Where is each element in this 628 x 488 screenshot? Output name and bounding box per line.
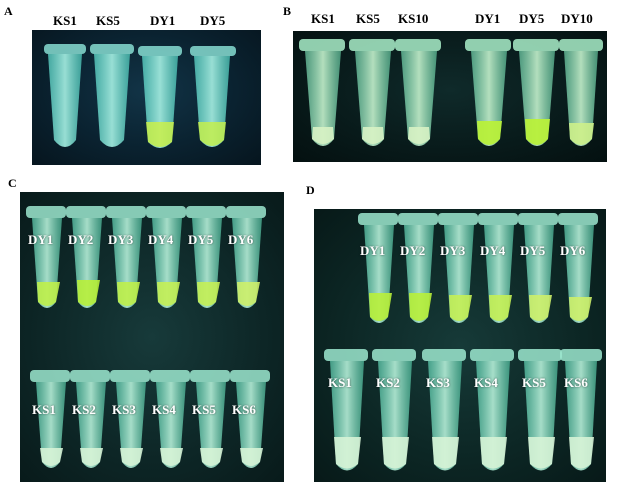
tube-a-1: [90, 44, 134, 147]
tube-d-top-3: [478, 213, 518, 323]
panel-d-top-label-4: DY5: [520, 243, 546, 258]
tube-c-bottom-2: [110, 370, 150, 468]
tube-d-bottom-5: [560, 349, 602, 471]
tube-d-top-5: [558, 213, 598, 323]
panel-b-label-3: DY1: [475, 11, 501, 26]
tube-d-bottom-4: [518, 349, 562, 471]
panel-c-bottom-label-1: KS2: [72, 402, 96, 417]
tube-b-3: [465, 39, 511, 146]
panel-c-bottom-label-0: KS1: [32, 402, 56, 417]
panel-c-top-label-4: DY5: [188, 232, 214, 247]
panel-c-photo: DY1 DY2 DY3 DY4 DY5 DY6 KS1 KS2 KS3 KS4 …: [20, 192, 284, 482]
tube-a-0: [44, 44, 86, 147]
panel-b-tubes: [299, 39, 603, 146]
panel-c-top-label-1: DY2: [68, 232, 94, 247]
panel-b-label-1: KS5: [356, 11, 380, 26]
tube-c-bottom-3: [150, 370, 190, 468]
panel-b-label-5: DY10: [561, 11, 593, 26]
panel-c-letter: C: [8, 176, 17, 190]
panel-d-top-label-5: DY6: [560, 243, 586, 258]
panel-d-bottom-label-2: KS3: [426, 375, 450, 390]
tube-d-bottom-2: [422, 349, 466, 471]
tube-b-4: [513, 39, 559, 146]
panel-c-top-label-2: DY3: [108, 232, 134, 247]
panel-c-bottom-label-4: KS5: [192, 402, 216, 417]
tube-d-top-0: [358, 213, 398, 323]
tube-c-bottom-4: [190, 370, 230, 468]
tube-d-bottom-3: [470, 349, 514, 471]
tube-c-top-3: [146, 206, 186, 308]
panel-d-top-label-1: DY2: [400, 243, 426, 258]
panel-c-top-label-5: DY6: [228, 232, 254, 247]
panel-d-top-label-2: DY3: [440, 243, 466, 258]
panel-a-label-3: DY5: [200, 13, 226, 28]
tube-c-bottom-5: [230, 370, 270, 468]
panel-b-label-0: KS1: [311, 11, 335, 26]
panel-c-bottom-label-5: KS6: [232, 402, 256, 417]
tube-b-2: [395, 39, 441, 146]
panel-b-letter: B: [283, 4, 292, 18]
tube-c-top-0: [26, 206, 66, 308]
panel-a-label-2: DY1: [150, 13, 176, 28]
panel-c-top-label-3: DY4: [148, 232, 174, 247]
tube-d-top-2: [438, 213, 478, 323]
tube-b-0: [299, 39, 345, 146]
tube-c-top-1: [66, 206, 106, 308]
panel-a-photo: [32, 30, 261, 165]
panel-b-label-4: DY5: [519, 11, 545, 26]
panel-d-top-label-3: DY4: [480, 243, 506, 258]
tube-d-bottom-1: [372, 349, 416, 471]
panel-d-letter: D: [306, 183, 315, 197]
tube-a-3: [190, 46, 236, 147]
panel-d-bottom-label-5: KS6: [564, 375, 588, 390]
panel-b-photo: [293, 31, 607, 162]
tube-b-5: [559, 39, 603, 146]
tube-a-2: [138, 46, 182, 148]
panel-a-label-1: KS5: [96, 13, 120, 28]
tube-d-bottom-0: [324, 349, 368, 471]
tube-d-top-1: [398, 213, 438, 323]
panel-d-bottom-label-3: KS4: [474, 375, 498, 390]
panel-d-tubes: [324, 213, 602, 471]
panel-d-top-label-0: DY1: [360, 243, 386, 258]
panel-a-letter: A: [4, 4, 13, 18]
panel-b-label-2: KS10: [398, 11, 429, 26]
tube-c-top-2: [106, 206, 146, 308]
panel-c-bottom-label-2: KS3: [112, 402, 136, 417]
panel-c-tubes: [26, 206, 270, 468]
tube-c-top-4: [186, 206, 226, 308]
panel-d-bottom-label-4: KS5: [522, 375, 546, 390]
panel-c-bottom-label-3: KS4: [152, 402, 176, 417]
tube-c-top-5: [226, 206, 266, 308]
panel-d-bottom-label-1: KS2: [376, 375, 400, 390]
panel-a-tubes: [44, 44, 236, 148]
panel-a-label-0: KS1: [53, 13, 77, 28]
tube-d-top-4: [518, 213, 558, 323]
tube-b-1: [349, 39, 395, 146]
panel-d-bottom-label-0: KS1: [328, 375, 352, 390]
tube-c-bottom-0: [30, 370, 70, 468]
tube-c-bottom-1: [70, 370, 110, 468]
panel-c-top-label-0: DY1: [28, 232, 54, 247]
panel-d-photo: DY1 DY2 DY3 DY4 DY5 DY6 KS1 KS2 KS3 KS4 …: [314, 209, 606, 482]
